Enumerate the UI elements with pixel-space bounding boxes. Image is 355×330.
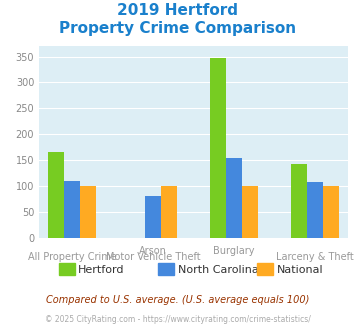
Text: All Property Crime: All Property Crime [28, 252, 116, 262]
Text: North Carolina: North Carolina [178, 265, 258, 275]
Bar [145, 196, 161, 238]
Bar [290, 164, 307, 238]
Text: Property Crime Comparison: Property Crime Comparison [59, 21, 296, 36]
Bar [307, 182, 323, 238]
Bar [323, 186, 339, 238]
Bar [242, 186, 258, 238]
Bar [64, 181, 80, 238]
Bar [226, 158, 242, 238]
Bar [80, 186, 97, 238]
Text: 2019 Hertford: 2019 Hertford [117, 3, 238, 18]
Text: Hertford: Hertford [78, 265, 125, 275]
Text: Burglary: Burglary [213, 246, 255, 256]
Text: Arson: Arson [139, 246, 167, 256]
Bar [48, 152, 64, 238]
Text: Motor Vehicle Theft: Motor Vehicle Theft [106, 252, 200, 262]
Text: Compared to U.S. average. (U.S. average equals 100): Compared to U.S. average. (U.S. average … [46, 295, 309, 305]
Bar [161, 186, 177, 238]
Text: Larceny & Theft: Larceny & Theft [276, 252, 354, 262]
Text: © 2025 CityRating.com - https://www.cityrating.com/crime-statistics/: © 2025 CityRating.com - https://www.city… [45, 315, 310, 324]
Text: National: National [277, 265, 323, 275]
Bar [210, 57, 226, 238]
